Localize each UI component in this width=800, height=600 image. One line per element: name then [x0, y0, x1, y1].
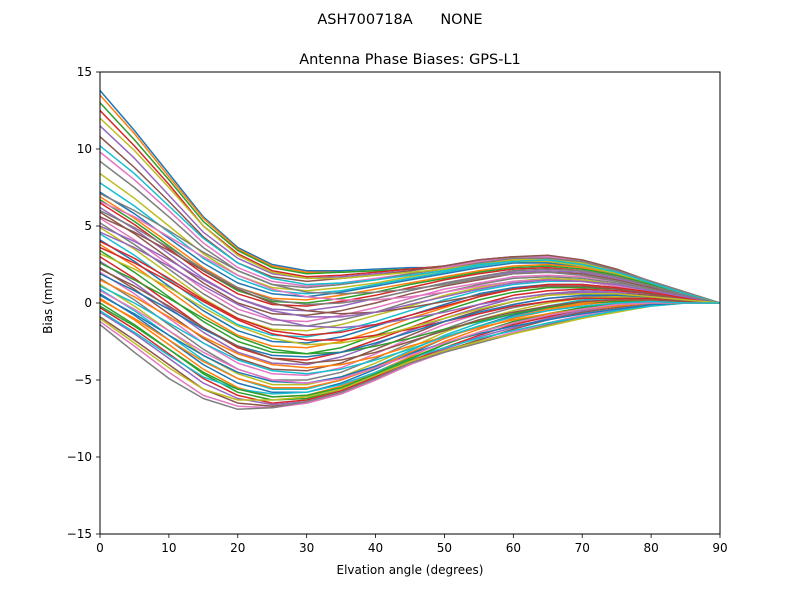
series-line-57 — [100, 290, 720, 384]
series-line-41 — [100, 294, 720, 384]
y-axis-label: Bias (mm) — [41, 272, 55, 334]
series-line-60 — [100, 285, 720, 375]
series-line-48 — [100, 193, 720, 304]
x-tick-label: 70 — [575, 541, 590, 555]
chart-title: Antenna Phase Biases: GPS-L1 — [299, 52, 521, 68]
x-tick-label: 50 — [437, 541, 452, 555]
x-tick-label: 0 — [96, 541, 104, 555]
y-tick-label: 5 — [84, 219, 92, 233]
series-line-6 — [100, 136, 720, 304]
series-line-51 — [100, 273, 720, 358]
series-line-58 — [100, 209, 720, 306]
x-axis-label: Elvation angle (degrees) — [337, 563, 484, 577]
x-tick-label: 90 — [712, 541, 727, 555]
y-tick-label: 15 — [77, 65, 92, 79]
y-tick-label: −15 — [67, 527, 92, 541]
y-tick-label: −10 — [67, 450, 92, 464]
series-line-50 — [100, 145, 720, 304]
plot-area: 0 10 20 30 40 50 60 70 80 90 −15 −10 −5 0 5 10 15 — [67, 65, 728, 555]
series-line-18 — [100, 222, 720, 327]
figure-suptitle: ASH700718A NONE — [317, 12, 482, 28]
series-line-56 — [100, 268, 720, 364]
series-line-47 — [100, 200, 720, 304]
series-line-59 — [100, 253, 720, 346]
series-line-39 — [100, 302, 720, 401]
x-tick-label: 10 — [161, 541, 176, 555]
series-lines — [100, 90, 720, 411]
x-axis: 0 10 20 30 40 50 60 70 80 90 — [96, 534, 728, 555]
series-line-44 — [100, 246, 720, 341]
series-line-43 — [100, 262, 720, 355]
x-tick-label: 20 — [230, 541, 245, 555]
x-tick-label: 30 — [299, 541, 314, 555]
series-line-55 — [100, 225, 720, 318]
x-tick-label: 60 — [506, 541, 521, 555]
series-line-49 — [100, 117, 720, 304]
series-line-16 — [100, 211, 720, 317]
series-line-25 — [100, 260, 720, 366]
y-tick-label: 0 — [84, 296, 92, 310]
y-axis: −15 −10 −5 0 5 10 15 — [67, 65, 100, 541]
series-line-46 — [100, 216, 720, 315]
series-line-42 — [100, 279, 720, 369]
series-line-54 — [100, 240, 720, 337]
series-line-8 — [100, 160, 720, 304]
x-tick-label: 80 — [643, 541, 658, 555]
y-tick-label: 10 — [77, 142, 92, 156]
y-tick-label: −5 — [74, 373, 92, 387]
x-tick-label: 40 — [368, 541, 383, 555]
